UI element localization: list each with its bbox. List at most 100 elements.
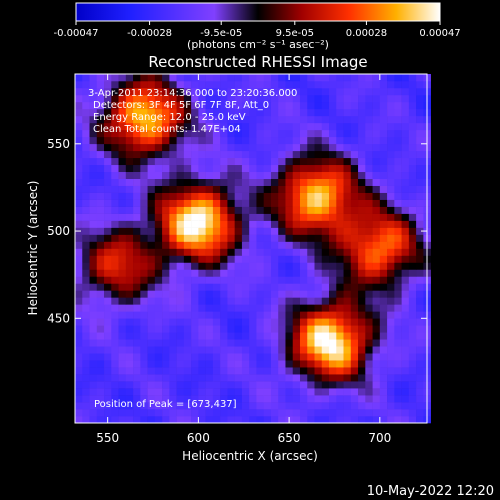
- heatmap-cell: [111, 269, 119, 277]
- heatmap-cell: [191, 318, 199, 326]
- heatmap-cell: [314, 262, 323, 270]
- heatmap-cell: [263, 416, 272, 424]
- heatmap-cell: [104, 87, 112, 96]
- heatmap-cell: [75, 409, 83, 417]
- heatmap-cell: [82, 325, 90, 333]
- heatmap-cell: [104, 129, 112, 138]
- heatmap-cell: [299, 115, 308, 124]
- heatmap-cell: [329, 255, 337, 263]
- heatmap-cell: [372, 206, 381, 214]
- heatmap-cell: [372, 185, 381, 193]
- heatmap-cell: [198, 206, 206, 214]
- heatmap-cell: [183, 416, 192, 424]
- heatmap-cell: [82, 108, 90, 117]
- heatmap-cell: [256, 395, 264, 403]
- heatmap-cell: [329, 318, 337, 326]
- heatmap-cell: [176, 409, 185, 417]
- heatmap-cell: [321, 143, 330, 152]
- heatmap-cell: [234, 353, 243, 361]
- heatmap-cell: [241, 199, 250, 207]
- heatmap-cell: [321, 206, 330, 214]
- heatmap-cell: [162, 332, 170, 340]
- heatmap-cell: [198, 409, 206, 417]
- heatmap-cell: [75, 311, 83, 319]
- heatmap-cell: [372, 143, 381, 152]
- heatmap-cell: [75, 269, 83, 277]
- heatmap-cell: [147, 374, 156, 382]
- heatmap-cell: [358, 227, 366, 235]
- heatmap-cell: [118, 185, 127, 193]
- heatmap-cell: [234, 241, 243, 249]
- heatmap-cell: [89, 74, 98, 82]
- heatmap-cell: [140, 367, 148, 375]
- heatmap-cell: [285, 325, 294, 333]
- heatmap-cell: [212, 353, 221, 361]
- heatmap-cell: [111, 87, 119, 96]
- heatmap-cell: [365, 311, 373, 319]
- heatmap-cell: [350, 178, 359, 186]
- heatmap-cell: [379, 283, 388, 291]
- heatmap-cell: [401, 136, 410, 145]
- heatmap-cell: [314, 192, 323, 200]
- heatmap-cell: [125, 367, 134, 375]
- heatmap-cell: [220, 157, 228, 166]
- heatmap-cell: [89, 409, 98, 417]
- heatmap-cell: [125, 206, 134, 214]
- heatmap-cell: [176, 143, 185, 152]
- heatmap-cell: [147, 304, 156, 312]
- heatmap-cell: [270, 367, 279, 375]
- heatmap-cell: [379, 101, 388, 110]
- heatmap-cell: [299, 94, 308, 103]
- heatmap-cell: [314, 297, 323, 305]
- heatmap-cell: [227, 101, 235, 110]
- heatmap-cell: [285, 220, 294, 228]
- heatmap-cell: [299, 122, 308, 131]
- heatmap-cell: [321, 332, 330, 340]
- heatmap-cell: [89, 276, 98, 284]
- heatmap-cell: [394, 136, 402, 145]
- heatmap-cell: [118, 115, 127, 124]
- heatmap-cell: [299, 269, 308, 277]
- heatmap-cell: [336, 178, 344, 186]
- heatmap-cell: [278, 381, 286, 389]
- heatmap-cell: [394, 290, 402, 298]
- heatmap-cell: [307, 304, 315, 312]
- heatmap-cell: [227, 409, 235, 417]
- heatmap-cell: [256, 283, 264, 291]
- heatmap-cell: [350, 213, 359, 221]
- heatmap-cell: [220, 206, 228, 214]
- heatmap-cell: [358, 381, 366, 389]
- heatmap-cell: [89, 353, 98, 361]
- heatmap-cell: [416, 241, 424, 249]
- heatmap-cell: [140, 94, 148, 103]
- heatmap-cell: [387, 283, 395, 291]
- heatmap-cell: [205, 220, 214, 228]
- heatmap-cell: [307, 143, 315, 152]
- heatmap-cell: [89, 332, 98, 340]
- heatmap-cell: [299, 381, 308, 389]
- heatmap-cell: [343, 164, 352, 173]
- heatmap-cell: [329, 122, 337, 131]
- heatmap-cell: [249, 416, 257, 424]
- heatmap-cell: [292, 276, 301, 284]
- heatmap-cell: [379, 150, 388, 159]
- heatmap-cell: [416, 346, 424, 354]
- heatmap-cell: [89, 94, 98, 103]
- heatmap-cell: [372, 227, 381, 235]
- heatmap-cell: [372, 199, 381, 207]
- heatmap-cell: [191, 381, 199, 389]
- heatmap-cell: [169, 234, 177, 242]
- heatmap-cell: [183, 220, 192, 228]
- heatmap-cell: [212, 409, 221, 417]
- heatmap-cell: [408, 80, 417, 89]
- heatmap-cell: [212, 241, 221, 249]
- heatmap-cell: [89, 171, 98, 179]
- heatmap-cell: [241, 136, 250, 145]
- heatmap-cell: [191, 297, 199, 305]
- heatmap-cell: [307, 402, 315, 410]
- heatmap-cell: [336, 325, 344, 333]
- heatmap-cell: [278, 311, 286, 319]
- heatmap-cell: [169, 143, 177, 152]
- heatmap-cell: [212, 122, 221, 131]
- heatmap-cell: [162, 108, 170, 117]
